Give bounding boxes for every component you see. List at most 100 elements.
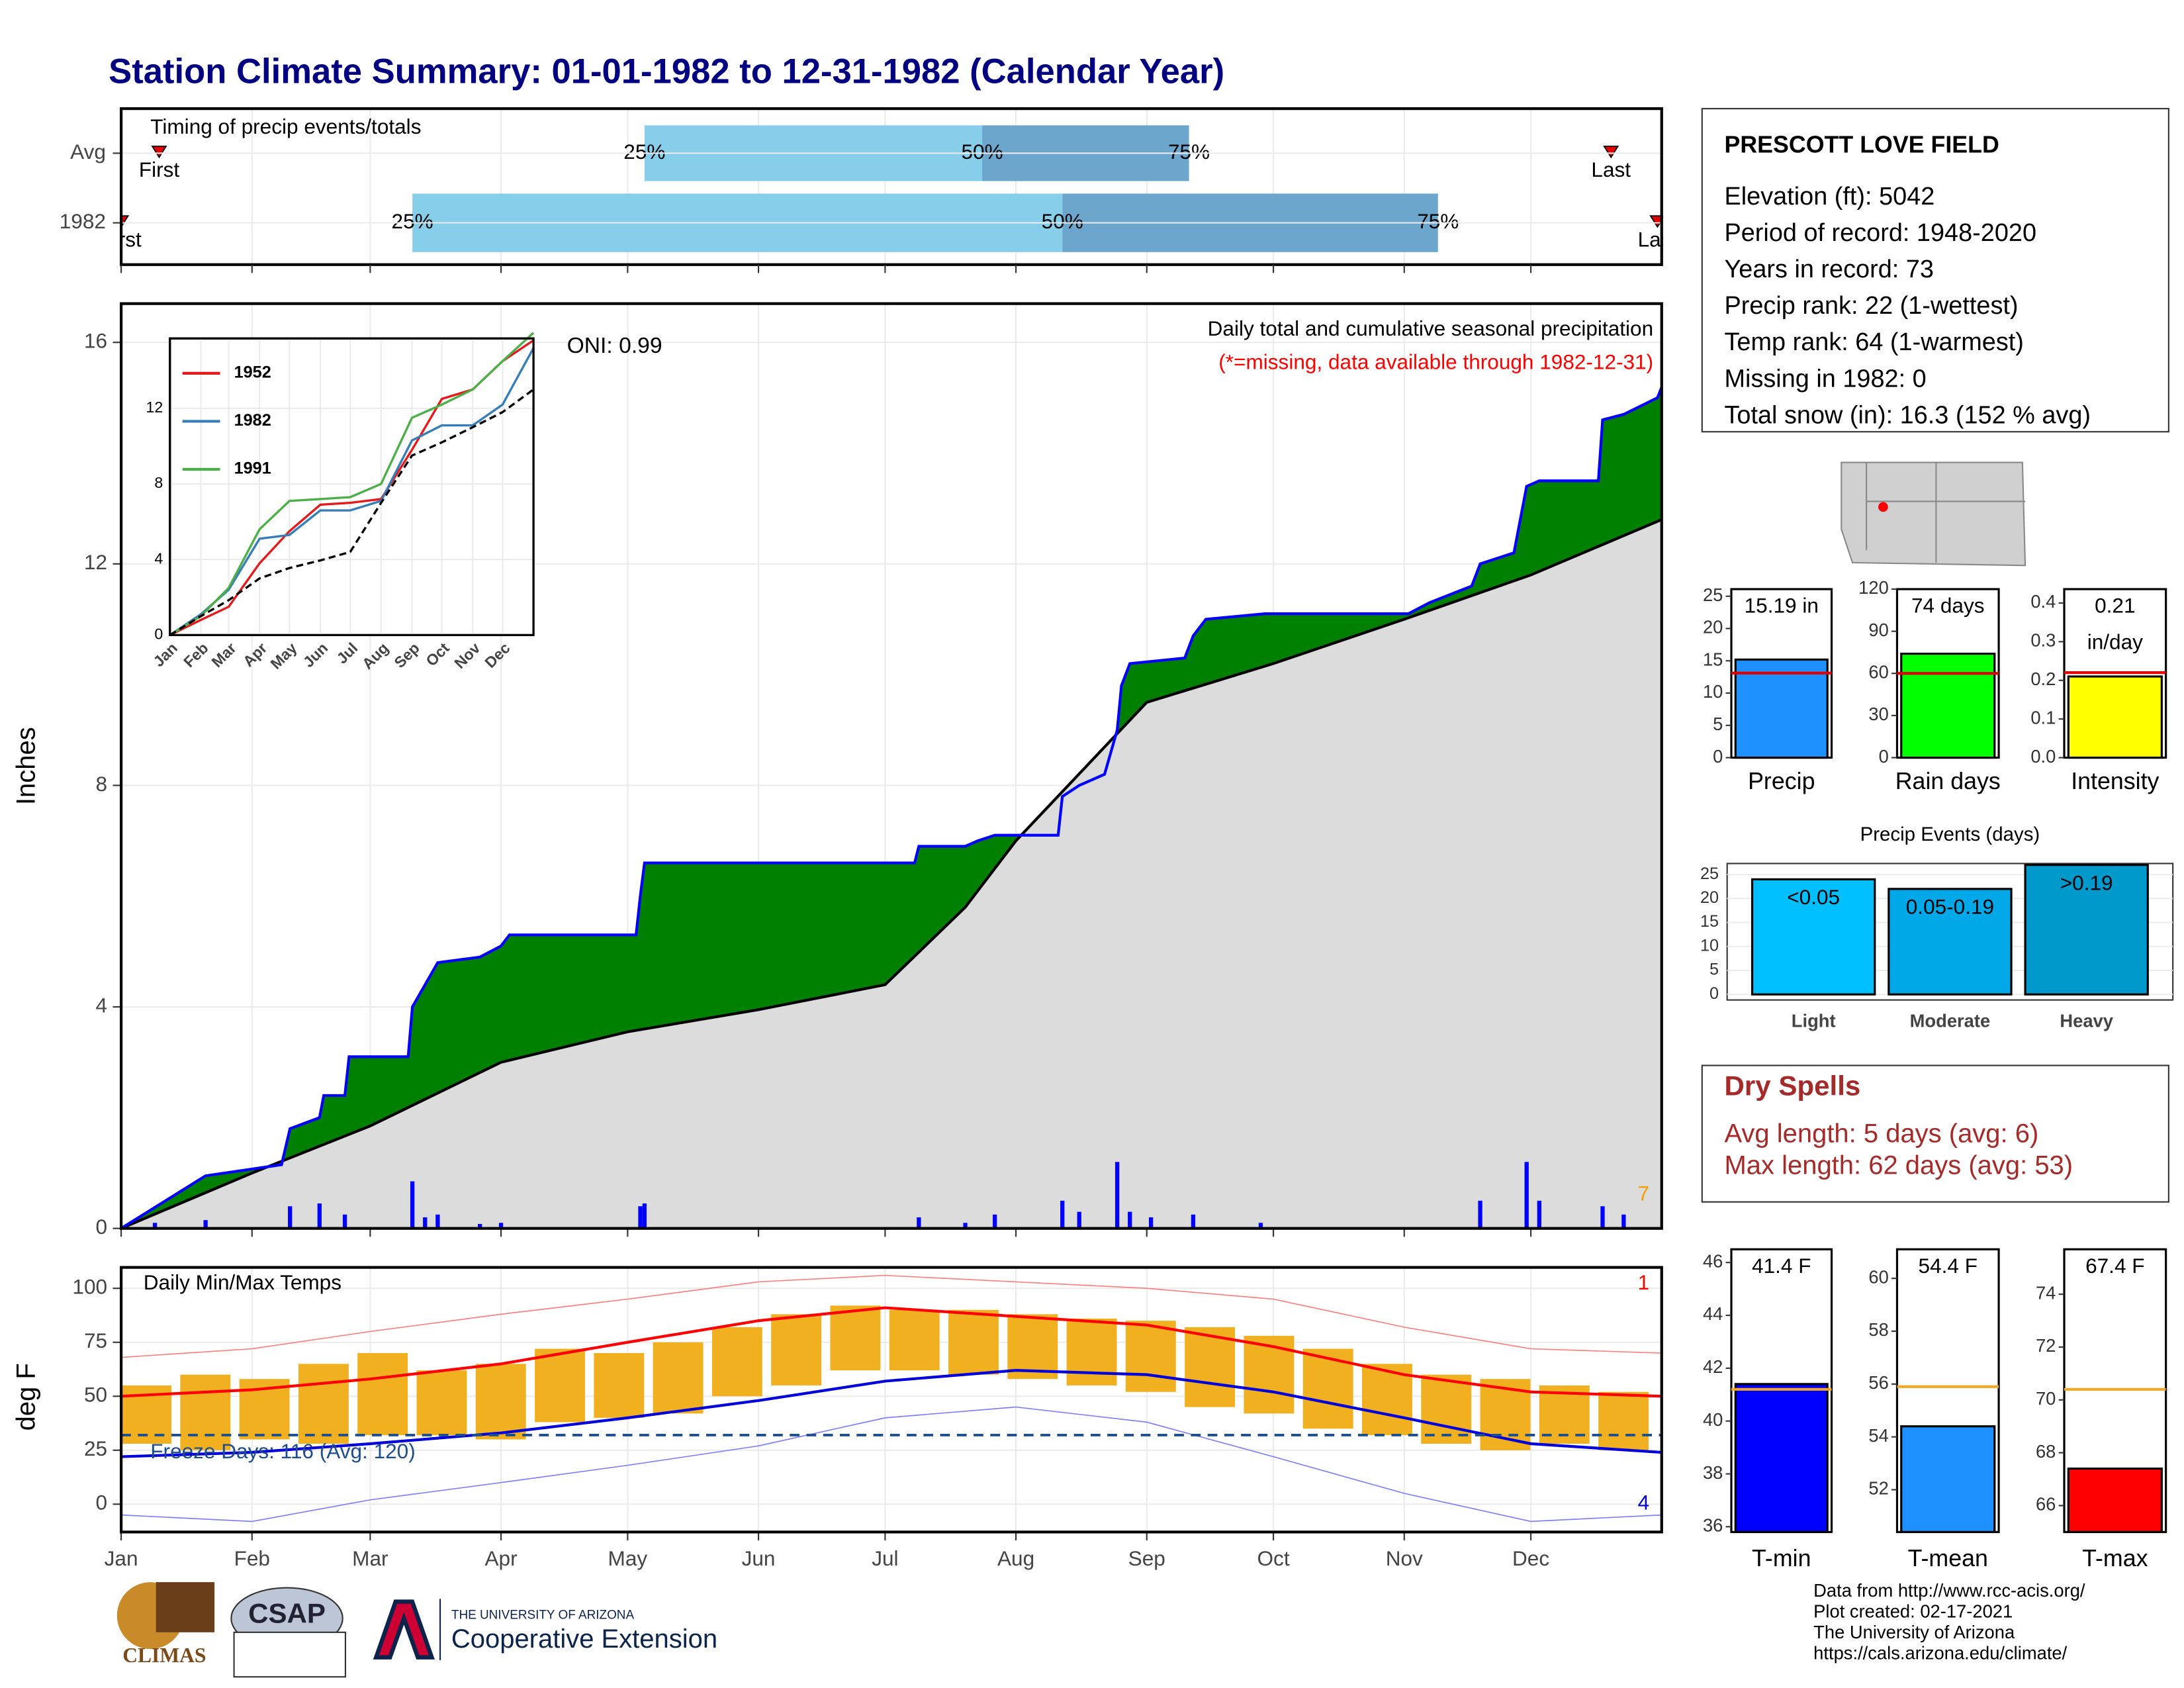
- x-tick-label: Jul: [872, 1546, 898, 1570]
- corner-note: 7: [1638, 1182, 1650, 1205]
- x-tick-label: Mar: [352, 1546, 388, 1570]
- daily-bar: [1060, 1200, 1065, 1229]
- y-axis-label: deg F: [12, 1363, 41, 1430]
- panel-title: Precip Events (days): [1860, 823, 2040, 845]
- temp-range-bar: [180, 1374, 231, 1450]
- station-dot: [1878, 502, 1888, 512]
- y-tick-label: 0: [1879, 746, 1889, 767]
- x-tick-label: Moderate: [1910, 1011, 1991, 1031]
- y-tick-label: 0: [96, 1491, 108, 1515]
- x-tick-label: Heavy: [2060, 1011, 2113, 1031]
- y-tick-label: 25: [1700, 865, 1719, 883]
- temp-range-bar: [1244, 1335, 1295, 1414]
- y-tick-label: 90: [1868, 620, 1888, 640]
- value-label: 41.4 F: [1752, 1254, 1811, 1278]
- credit-line: The University of Arizona: [1813, 1622, 2015, 1642]
- y-tick-label: 5: [1709, 961, 1719, 979]
- summary-bar: [1900, 652, 1996, 759]
- event-label: First: [101, 227, 142, 251]
- info-box: [1701, 108, 2169, 433]
- y-tick-label: 0.2: [2030, 669, 2056, 689]
- daily-bar: [342, 1214, 347, 1229]
- temp-range-bar: [475, 1364, 526, 1440]
- inset-line: [169, 388, 535, 636]
- cumulative-area: [121, 519, 1662, 1229]
- freeze-label: Freeze Days: 116 (Avg: 120): [150, 1439, 415, 1463]
- temp-range-bar: [357, 1353, 408, 1435]
- y-tick-label: 8: [96, 772, 108, 796]
- daily-bar: [435, 1214, 440, 1229]
- y-tick-label: 58: [1868, 1319, 1888, 1340]
- temp-range-bar: [771, 1314, 822, 1385]
- station-line: Elevation (ft): 5042: [1724, 183, 1934, 211]
- x-tick-label: Aug: [997, 1546, 1034, 1570]
- daily-bar: [1258, 1223, 1263, 1229]
- value-label: 54.4 F: [1919, 1254, 1978, 1278]
- bar-label: Rain days: [1895, 768, 2001, 794]
- temp-range-bar: [298, 1364, 349, 1444]
- y-tick-label: 60: [1868, 1266, 1888, 1287]
- dry-box: [1701, 1064, 2169, 1203]
- station-line: Temp rank: 64 (1-warmest): [1724, 328, 2023, 356]
- y-tick-label: 66: [2036, 1494, 2056, 1515]
- y-tick-label: 56: [1868, 1372, 1888, 1393]
- panel-title: Timing of precip events/totals: [150, 115, 421, 138]
- station-name: PRESCOTT LOVE FIELD: [1724, 131, 1999, 158]
- y-tick-label: 70: [2036, 1388, 2056, 1409]
- temp-line: [121, 1369, 1662, 1458]
- legend-label: 1991: [234, 459, 271, 478]
- inset-line: [169, 348, 535, 636]
- y-tick-label: 0: [1713, 746, 1723, 767]
- y-tick-label: 42: [1703, 1356, 1723, 1377]
- y-tick-label: 0.3: [2030, 630, 2056, 651]
- x-tick-label: Dec: [1512, 1546, 1549, 1570]
- y-tick-label: 15: [1700, 912, 1719, 931]
- panel-title: Daily total and cumulative seasonal prec…: [1208, 316, 1653, 340]
- daily-bar: [410, 1181, 415, 1229]
- bin-label: >0.19: [2060, 870, 2113, 894]
- bin-label: 0.05-0.19: [1906, 895, 1994, 919]
- bar-label: T-max: [2082, 1545, 2148, 1571]
- inset-y-tick-label: 0: [154, 626, 163, 643]
- y-tick-label: 30: [1868, 704, 1888, 724]
- x-tick-label: Feb: [234, 1546, 270, 1570]
- inset-line: [169, 332, 535, 636]
- quartile-label: 50%: [961, 140, 1003, 164]
- daily-bar: [423, 1217, 428, 1229]
- daily-bar: [1478, 1200, 1482, 1229]
- temp-range-bar: [830, 1305, 881, 1371]
- y-tick-label: 75: [84, 1329, 107, 1352]
- y-tick-label: 0.0: [2030, 746, 2056, 767]
- y-tick-label: 0.4: [2030, 591, 2056, 612]
- value-label: 15.19 in: [1745, 594, 1819, 618]
- summary-bar: [1900, 1425, 1996, 1533]
- dry-line: Max length: 62 days (avg: 53): [1724, 1151, 2073, 1180]
- temp-line: [121, 1406, 1662, 1523]
- daily-bar: [203, 1220, 208, 1229]
- temp-range-bar: [948, 1309, 999, 1375]
- event-marker: [1603, 146, 1619, 159]
- y-tick-label: 36: [1703, 1515, 1723, 1536]
- credit-line: Plot created: 02-17-2021: [1813, 1601, 2013, 1622]
- temp-line: [121, 1274, 1662, 1358]
- bar-label: Intensity: [2071, 768, 2159, 794]
- value-unit: in/day: [2087, 630, 2143, 653]
- event-marker: [151, 146, 167, 159]
- daily-bar: [1077, 1211, 1081, 1229]
- y-tick-label: 52: [1868, 1478, 1888, 1499]
- daily-bar: [1191, 1214, 1196, 1229]
- locator-map: [1839, 459, 2028, 569]
- temp-range-bar: [1421, 1374, 1472, 1444]
- y-tick-label: 120: [1858, 577, 1889, 598]
- summary-bar: [1734, 1383, 1829, 1533]
- y-tick-label: 46: [1703, 1250, 1723, 1271]
- daily-bar: [152, 1223, 158, 1229]
- event-bar: [1751, 878, 1876, 996]
- temp-range-bar: [1598, 1391, 1649, 1450]
- quartile-label: 25%: [623, 140, 665, 164]
- y-tick-label: 25: [1703, 585, 1723, 605]
- value-label: 67.4 F: [2085, 1254, 2144, 1278]
- y-tick-label: 10: [1700, 936, 1719, 955]
- bar-label: T-min: [1752, 1545, 1811, 1571]
- daily-bar: [1115, 1162, 1120, 1229]
